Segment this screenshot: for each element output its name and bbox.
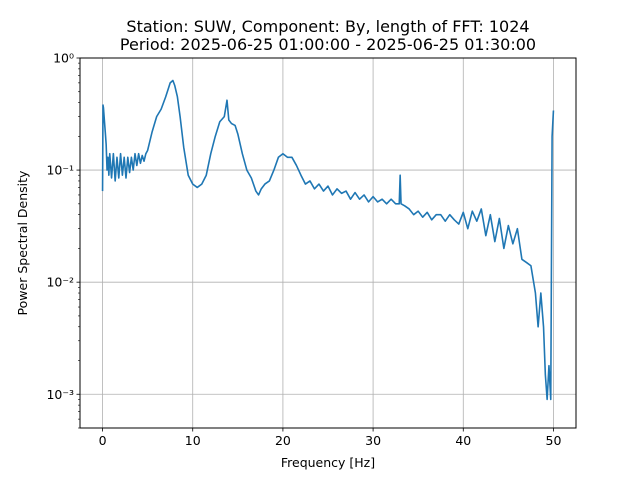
series-layer — [101, 79, 555, 401]
y-tick-label: 10⁻² — [46, 275, 74, 290]
y-axis: 10⁻³ 10⁻² 10⁻¹ 10⁰ — [46, 51, 80, 429]
x-tick-label: 10 — [185, 433, 201, 448]
y-tick-label: 10⁰ — [53, 51, 74, 66]
y-tick-label: 10⁻³ — [46, 387, 74, 402]
chart-title-line1: Station: SUW, Component: By, length of F… — [126, 17, 529, 36]
psd-series-line — [101, 79, 555, 401]
x-tick-label: 50 — [546, 433, 562, 448]
x-axis-label: Frequency [Hz] — [281, 455, 375, 470]
chart-title-line2: Period: 2025-06-25 01:00:00 - 2025-06-25… — [120, 35, 536, 54]
y-axis-label: Power Spectral Density — [15, 170, 30, 315]
plot-frame — [79, 57, 577, 429]
x-tick-label: 0 — [99, 433, 107, 448]
x-tick-label: 40 — [455, 433, 471, 448]
x-tick-label: 30 — [365, 433, 381, 448]
x-axis: 0 10 20 30 40 50 — [99, 428, 562, 448]
y-tick-label: 10⁻¹ — [46, 163, 74, 178]
x-tick-label: 20 — [275, 433, 291, 448]
